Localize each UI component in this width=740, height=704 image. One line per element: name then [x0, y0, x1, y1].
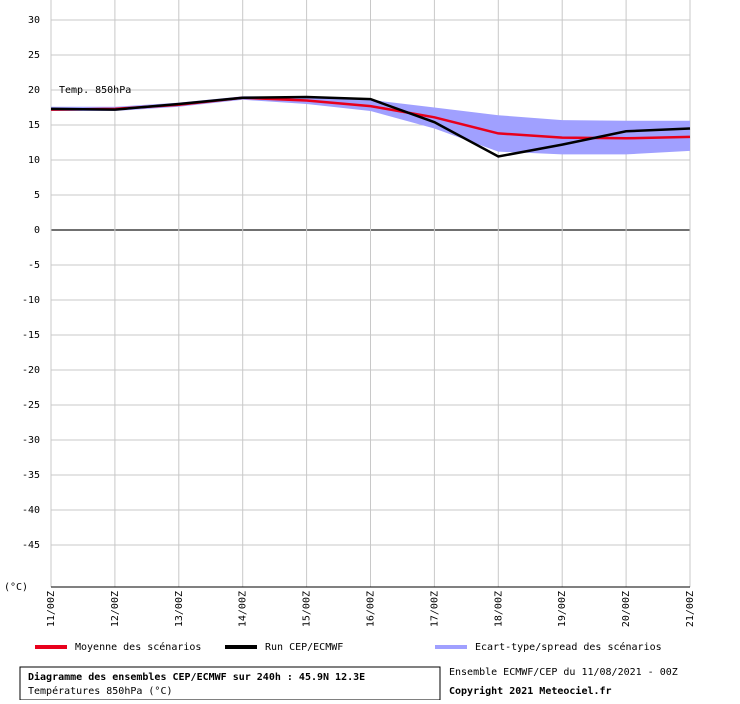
x-tick-label: 16/00Z — [366, 591, 377, 627]
y-tick-label: -45 — [22, 540, 40, 551]
y-tick-label: 30 — [28, 15, 40, 26]
x-tick-label: 14/00Z — [238, 591, 249, 627]
x-tick-label: 15/00Z — [302, 591, 313, 627]
x-tick-label: 12/00Z — [110, 591, 121, 627]
y-tick-label: -10 — [22, 295, 40, 306]
x-tick-label: 19/00Z — [557, 591, 568, 627]
annotation: Temp. 850hPa — [59, 85, 131, 96]
legend-label: Ecart-type/spread des scénarios — [475, 641, 662, 653]
plot: 30 25 20 15 10 5 0 -5 -10 -15 -20 -25 -30 -35 -40 -45 11… — [22, 0, 696, 653]
y-tick-label: 10 — [28, 155, 40, 166]
x-tick-label: 17/00Z — [429, 591, 440, 627]
x-tick-label: 11/00Z — [46, 591, 57, 627]
x-tick-label: 20/00Z — [621, 591, 632, 627]
y-tick-label: -5 — [28, 260, 40, 271]
x-tick-label: 18/00Z — [493, 591, 504, 627]
y-tick-label: 0 — [34, 225, 40, 236]
y-tick-label: 25 — [28, 50, 40, 61]
legend-label: Run CEP/ECMWF — [265, 642, 343, 653]
y-tick-label: -15 — [22, 330, 40, 341]
footer-run: Ensemble ECMWF/CEP du 11/08/2021 - 00Z — [449, 667, 678, 678]
footer-copyright: Copyright 2021 Meteociel.fr — [449, 685, 612, 697]
y-tick-label: -35 — [22, 470, 40, 481]
footer-box — [19, 666, 441, 701]
y-tick-label: -30 — [22, 435, 40, 446]
x-tick-label: 21/00Z — [685, 591, 696, 627]
spread-band — [51, 96, 690, 155]
y-tick-label: 15 — [28, 120, 40, 131]
footer-subtitle: Températures 850hPa (°C) — [28, 685, 173, 697]
y-tick-label: 20 — [28, 85, 40, 96]
y-tick-label: -40 — [22, 505, 40, 516]
footer-title: Diagramme des ensembles CEP/ECMWF sur 24… — [28, 671, 365, 683]
x-tick-label: 13/00Z — [174, 591, 185, 627]
legend-label: Moyenne des scénarios — [75, 641, 201, 653]
series-line — [50, 95, 691, 158]
y-unit: (°C) — [4, 582, 28, 593]
y-tick-label: -20 — [22, 365, 40, 376]
y-tick-label: -25 — [22, 400, 40, 411]
y-tick-label: 5 — [34, 190, 40, 201]
